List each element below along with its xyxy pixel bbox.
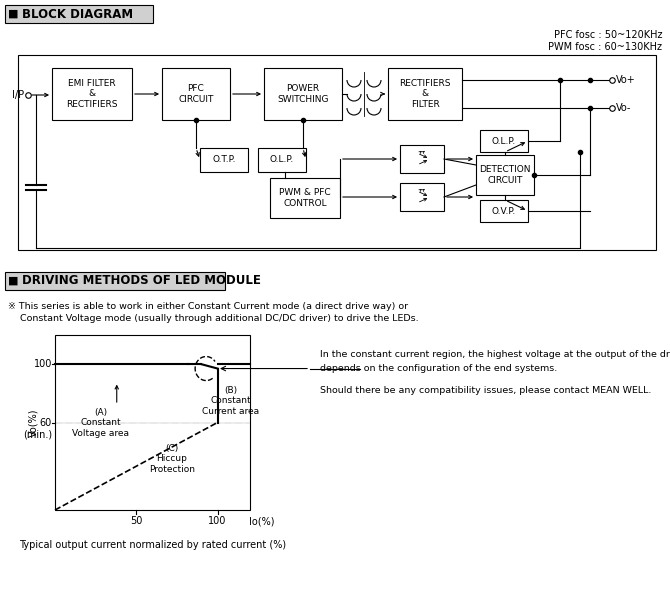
Text: 60: 60 [40, 417, 52, 427]
Bar [258, 148, 306, 172]
Text: BLOCK DIAGRAM: BLOCK DIAGRAM [22, 7, 133, 20]
Text: (C)
Hiccup
Protection: (C) Hiccup Protection [149, 444, 195, 474]
Text: Io(%): Io(%) [249, 516, 275, 526]
Bar [5, 272, 225, 290]
Text: depends on the configuration of the end systems.: depends on the configuration of the end … [320, 364, 557, 373]
Bar [52, 68, 132, 120]
Text: Vo-: Vo- [616, 103, 631, 113]
Bar [264, 68, 342, 120]
Text: I/P: I/P [12, 90, 24, 100]
Bar [5, 5, 153, 23]
Text: PFC
CIRCUIT: PFC CIRCUIT [178, 85, 214, 104]
Text: Vo(%): Vo(%) [28, 408, 38, 436]
Text: Constant Voltage mode (usually through additional DC/DC driver) to drive the LED: Constant Voltage mode (usually through a… [8, 314, 419, 323]
Bar [162, 68, 230, 120]
Text: ■: ■ [8, 9, 19, 19]
Text: O.L.P.: O.L.P. [492, 137, 516, 145]
Text: ※ This series is able to work in either Constant Current mode (a direct drive wa: ※ This series is able to work in either … [8, 302, 408, 311]
Text: O.V.P.: O.V.P. [492, 207, 516, 216]
Bar [480, 200, 528, 222]
Text: (B)
Constant
Current area: (B) Constant Current area [202, 386, 259, 416]
Bar [400, 183, 444, 211]
Bar [388, 68, 462, 120]
Bar [270, 178, 340, 218]
Text: PWM fosc : 60~130KHz: PWM fosc : 60~130KHz [548, 42, 662, 52]
Text: PWM & PFC
CONTROL: PWM & PFC CONTROL [279, 188, 331, 208]
Bar [18, 55, 656, 250]
Text: O.L.P.: O.L.P. [270, 156, 294, 164]
Text: PFC fosc : 50~120KHz: PFC fosc : 50~120KHz [553, 30, 662, 40]
Text: Typical output current normalized by rated current (%): Typical output current normalized by rat… [19, 540, 286, 550]
Text: (min.): (min.) [23, 430, 52, 440]
Bar [476, 155, 534, 195]
Bar [480, 130, 528, 152]
Text: RECTIFIERS
&
FILTER: RECTIFIERS & FILTER [399, 79, 451, 109]
Text: POWER
SWITCHING: POWER SWITCHING [277, 85, 329, 104]
Text: DRIVING METHODS OF LED MODULE: DRIVING METHODS OF LED MODULE [22, 275, 261, 287]
Text: 100: 100 [34, 359, 52, 369]
Text: Should there be any compatibility issues, please contact MEAN WELL.: Should there be any compatibility issues… [320, 386, 651, 395]
Bar [400, 145, 444, 173]
Bar [55, 335, 250, 510]
Text: 100: 100 [208, 516, 226, 526]
Text: O.T.P.: O.T.P. [212, 156, 236, 164]
Text: Vo+: Vo+ [616, 75, 636, 85]
Text: EMI FILTER
&
RECTIFIERS: EMI FILTER & RECTIFIERS [66, 79, 118, 109]
Text: In the constant current region, the highest voltage at the output of the driver: In the constant current region, the high… [320, 349, 670, 359]
Text: ■: ■ [8, 276, 19, 286]
Bar [200, 148, 248, 172]
Text: 50: 50 [130, 516, 143, 526]
Text: (A)
Constant
Voltage area: (A) Constant Voltage area [72, 408, 129, 438]
Text: DETECTION
CIRCUIT: DETECTION CIRCUIT [479, 166, 531, 185]
